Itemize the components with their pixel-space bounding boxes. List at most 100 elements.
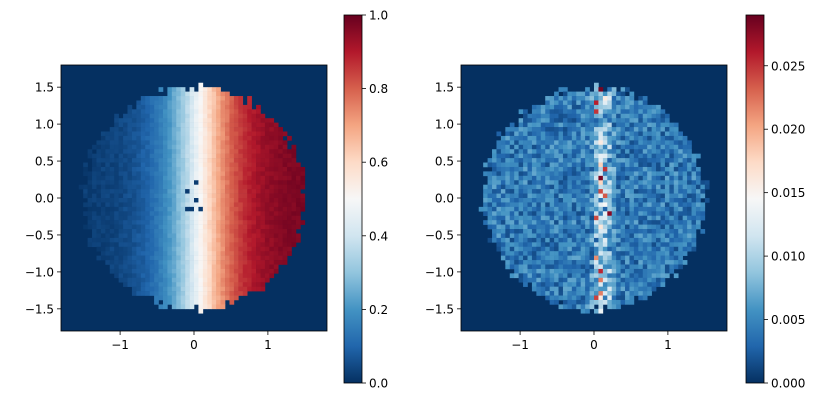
heatmap-cell	[571, 277, 577, 283]
heatmap-cell	[145, 237, 150, 243]
heatmap-cell	[589, 113, 595, 119]
heatmap-cell	[176, 233, 181, 239]
heatmap-cell	[607, 299, 613, 305]
heatmap-cell	[549, 158, 555, 163]
heatmap-cell	[687, 237, 692, 243]
heatmap-cell	[607, 175, 613, 181]
heatmap-cell	[256, 158, 261, 163]
heatmap-cell	[629, 118, 635, 123]
heatmap-cell	[673, 135, 679, 141]
heatmap-cell	[660, 273, 666, 279]
heatmap-cell	[300, 198, 306, 203]
heatmap-cell	[114, 268, 119, 274]
heatmap-cell	[580, 255, 586, 261]
heatmap-cell	[496, 184, 502, 190]
heatmap-cell	[607, 211, 613, 217]
heatmap-cell	[282, 158, 288, 163]
heatmap-cell	[625, 149, 630, 154]
heatmap-cell	[278, 171, 283, 177]
heatmap-cell	[607, 118, 613, 123]
heatmap-cell	[207, 135, 213, 141]
heatmap-cell	[158, 158, 164, 163]
heatmap-cell	[558, 211, 564, 217]
heatmap-cell	[131, 193, 137, 199]
heatmap-cell	[540, 109, 546, 115]
heatmap-cell	[118, 193, 124, 199]
heatmap-cell	[295, 171, 301, 177]
heatmap-cell	[647, 237, 652, 243]
heatmap-cell	[611, 104, 617, 110]
heatmap-cell	[189, 211, 195, 217]
heatmap-cell	[171, 96, 177, 101]
heatmap-cell	[682, 184, 688, 190]
heatmap-cell	[207, 180, 213, 185]
heatmap-cell	[256, 122, 261, 128]
heatmap-cell	[647, 162, 652, 168]
heatmap-cell	[607, 215, 613, 221]
heatmap-cell	[278, 193, 283, 199]
heatmap-cell	[154, 140, 159, 146]
heatmap-cell	[167, 127, 173, 132]
heatmap-cell	[669, 246, 675, 252]
heatmap-cell	[114, 158, 119, 163]
heatmap-cell	[594, 162, 599, 168]
heatmap-cell	[96, 144, 102, 150]
heatmap-cell	[580, 224, 586, 230]
heatmap-cell	[554, 109, 559, 115]
heatmap-cell	[642, 122, 648, 128]
heatmap-cell	[549, 233, 555, 239]
heatmap-cell	[211, 184, 217, 190]
heatmap-cell	[149, 189, 155, 194]
heatmap-cell	[251, 162, 257, 168]
heatmap-cell	[678, 255, 683, 261]
heatmap-cell	[496, 224, 502, 230]
heatmap-cell	[554, 273, 559, 279]
heatmap-cell	[131, 224, 137, 230]
heatmap-cell	[185, 277, 190, 283]
heatmap-cell	[291, 237, 297, 243]
heatmap-cell	[123, 158, 128, 163]
heatmap-cell	[514, 215, 519, 221]
heatmap-cell	[256, 206, 261, 212]
heatmap-cell	[669, 131, 675, 137]
heatmap-cell	[118, 264, 124, 270]
heatmap-cell	[687, 144, 692, 150]
heatmap-cell	[251, 233, 257, 239]
heatmap-cell	[589, 295, 595, 301]
heatmap-cell	[211, 158, 217, 163]
heatmap-cell	[127, 246, 133, 252]
heatmap-cell	[202, 118, 208, 123]
heatmap-cell	[180, 140, 186, 146]
heatmap-cell	[149, 135, 155, 141]
heatmap-cell	[536, 131, 542, 137]
heatmap-cell	[123, 193, 128, 199]
heatmap-cell	[673, 184, 679, 190]
heatmap-cell	[514, 153, 519, 159]
heatmap-cell	[105, 162, 111, 168]
heatmap-cell	[233, 264, 239, 270]
heatmap-cell	[229, 206, 235, 212]
heatmap-cell	[264, 229, 270, 234]
heatmap-cell	[145, 113, 150, 119]
heatmap-cell	[531, 260, 537, 265]
heatmap-cell	[669, 193, 675, 199]
heatmap-cell	[198, 220, 204, 225]
heatmap-cell	[700, 189, 706, 194]
heatmap-cell	[678, 193, 683, 199]
heatmap-cell	[211, 277, 217, 283]
heatmap-cell	[251, 277, 257, 283]
heatmap-cell	[500, 220, 506, 225]
heatmap-cell	[220, 158, 226, 163]
heatmap-cell	[602, 242, 608, 248]
heatmap-cell	[500, 153, 506, 159]
heatmap-cell	[554, 291, 559, 296]
heatmap-cell	[540, 215, 546, 221]
heatmap-cell	[620, 299, 626, 305]
heatmap-cell	[682, 237, 688, 243]
heatmap-cell	[194, 162, 199, 168]
heatmap-cell	[216, 158, 221, 163]
heatmap-cell	[616, 127, 621, 132]
heatmap-cell	[602, 246, 608, 252]
heatmap-cell	[194, 260, 199, 265]
heatmap-cell	[278, 237, 283, 243]
